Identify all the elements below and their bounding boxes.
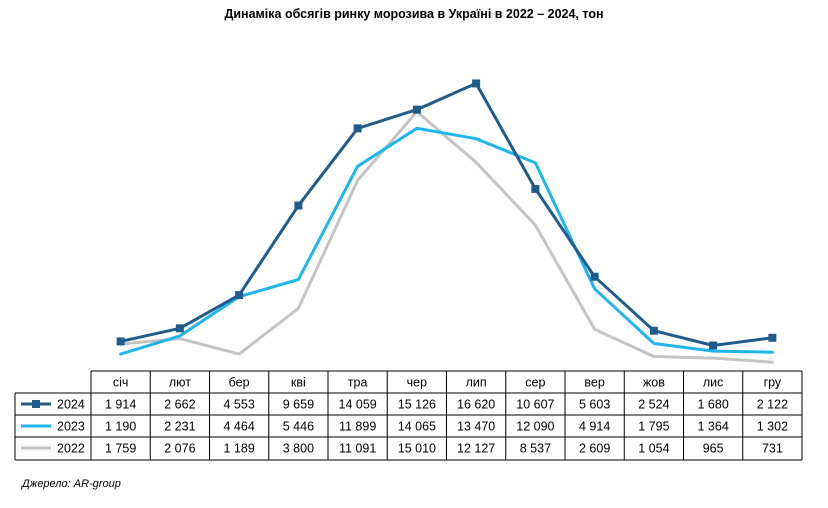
data-label-2024-тра: 14 059 <box>339 398 377 412</box>
data-point-2024-чер <box>412 105 421 114</box>
data-label-2022-бер: 1 189 <box>223 442 254 456</box>
data-label-2023-лют: 2 231 <box>164 420 195 434</box>
tick-label-лис: лис <box>703 376 724 390</box>
legend-label-2024: 2024 <box>57 398 85 412</box>
data-label-2024-лис: 1 680 <box>697 398 728 412</box>
data-label-2022-січ: 1 759 <box>105 442 136 456</box>
data-label-2024-лип: 16 620 <box>457 398 495 412</box>
data-label-2022-лют: 2 076 <box>164 442 195 456</box>
data-point-2024-жов <box>649 326 658 335</box>
data-label-2023-вер: 4 914 <box>579 420 610 434</box>
plot-area <box>116 79 777 364</box>
legend-label-2022: 2022 <box>57 442 85 456</box>
data-label-2024-чер: 15 126 <box>398 398 436 412</box>
data-label-2023-сер: 12 090 <box>516 420 554 434</box>
data-label-2023-кві: 5 446 <box>283 420 314 434</box>
tick-label-тра: тра <box>348 376 368 390</box>
data-label-2023-гру: 1 302 <box>757 420 788 434</box>
tick-label-бер: бер <box>229 376 250 390</box>
data-label-2023-січ: 1 190 <box>105 420 136 434</box>
data-label-2024-сер: 10 607 <box>516 398 554 412</box>
data-label-2024-кві: 9 659 <box>283 398 314 412</box>
data-point-2024-лип <box>472 79 481 88</box>
data-point-2024-вер <box>590 272 599 281</box>
tick-label-вер: вер <box>584 376 604 390</box>
legend-marker-2024 <box>32 400 40 408</box>
series-line-2022 <box>119 110 774 364</box>
series-line-2023 <box>119 126 774 356</box>
data-label-2023-лис: 1 364 <box>697 420 728 434</box>
data-label-2023-лип: 13 470 <box>457 420 495 434</box>
data-label-2022-чер: 15 010 <box>398 442 436 456</box>
data-table: січ лют бер кві тра чер лип сер вер жов лис гру 2024… <box>14 370 803 461</box>
tick-label-чер: чер <box>407 376 427 390</box>
data-label-2022-жов: 1 054 <box>638 442 669 456</box>
data-point-2024-сер <box>531 184 540 193</box>
data-label-2022-гру: 731 <box>762 442 783 456</box>
tick-label-жов: жов <box>643 376 665 390</box>
tick-label-гру: гру <box>764 376 782 390</box>
data-point-2024-лют <box>175 324 184 333</box>
data-label-2022-вер: 2 609 <box>579 442 610 456</box>
tick-label-січ: січ <box>113 376 129 390</box>
data-label-2024-лют: 2 662 <box>164 398 195 412</box>
data-label-2022-лис: 965 <box>703 442 724 456</box>
data-point-2024-тра <box>353 124 362 133</box>
source-note: Джерело: AR-group <box>20 478 121 490</box>
data-label-2022-сер: 8 537 <box>520 442 551 456</box>
data-point-2024-гру <box>768 333 777 342</box>
data-label-2023-жов: 1 795 <box>638 420 669 434</box>
data-point-2024-січ <box>116 337 125 346</box>
data-label-2023-тра: 11 899 <box>339 420 376 434</box>
data-label-2024-жов: 2 524 <box>638 398 669 412</box>
data-point-2024-бер <box>235 291 244 300</box>
data-label-2022-тра: 11 091 <box>339 442 376 456</box>
data-point-2024-кві <box>294 201 303 210</box>
data-label-2023-бер: 4 464 <box>223 420 254 434</box>
series-line-2024 <box>119 81 774 347</box>
tick-label-лип: лип <box>466 376 487 390</box>
legend-label-2023: 2023 <box>57 420 85 434</box>
tick-label-сер: сер <box>525 376 545 390</box>
tick-label-кві: кві <box>291 376 306 390</box>
data-label-2023-чер: 14 065 <box>398 420 436 434</box>
data-label-2024-бер: 4 553 <box>223 398 254 412</box>
data-label-2024-гру: 2 122 <box>757 398 788 412</box>
data-label-2024-вер: 5 603 <box>579 398 610 412</box>
data-point-2024-лис <box>709 341 718 350</box>
data-label-2022-лип: 12 127 <box>457 442 495 456</box>
tick-label-лют: лют <box>169 376 191 390</box>
data-label-2024-січ: 1 914 <box>105 398 136 412</box>
data-label-2022-кві: 3 800 <box>283 442 314 456</box>
chart-title: Динаміка обсягів ринку морозива в Україн… <box>224 7 603 21</box>
